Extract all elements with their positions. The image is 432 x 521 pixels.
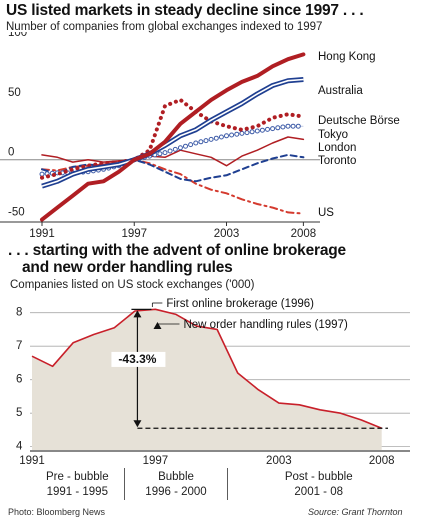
- chart2-subtitle: Companies listed on US stock exchanges (…: [10, 279, 255, 291]
- series-label-deutsche-b-rse: Deutsche Börse: [318, 115, 400, 127]
- series-label-toronto: Toronto: [318, 155, 356, 167]
- tokyo-marker: [295, 123, 301, 129]
- tokyo-marker: [259, 127, 265, 133]
- chart2-title-line2: and new order handling rules: [22, 259, 233, 276]
- tokyo-marker: [157, 151, 163, 157]
- y-tick-label: 50: [8, 87, 21, 99]
- y-tick-label: 5: [16, 407, 22, 419]
- decline-label-box: [111, 351, 166, 367]
- series-toronto-line: [41, 153, 305, 183]
- x-tick-label: 2008: [291, 228, 317, 240]
- tokyo-marker: [183, 143, 188, 149]
- tokyo-marker: [218, 134, 224, 140]
- chart2-area-chart: 8 7 6 5 4 -43.3% First online brokerage (1996)…: [16, 298, 410, 500]
- x-tick-label: 1991: [19, 455, 45, 467]
- x-tick-label: 1991: [29, 228, 55, 240]
- series-deutsche-b-rse-line: [40, 97, 306, 180]
- y-tick-label: 7: [16, 340, 22, 352]
- series-label-australia: Australia: [318, 85, 363, 97]
- y-tick-label: -50: [8, 207, 25, 219]
- tokyo-marker: [208, 136, 214, 142]
- tokyo-marker: [265, 126, 270, 132]
- x-tick-label: 2008: [369, 455, 395, 467]
- photo-credit: Photo: Bloomberg News: [8, 507, 106, 517]
- area-line: [31, 308, 382, 429]
- tokyo-marker: [203, 138, 209, 144]
- tokyo-marker: [254, 128, 260, 134]
- y-tick-label: 8: [16, 307, 22, 319]
- x-tick-label: 2003: [214, 228, 240, 240]
- tokyo-marker: [167, 148, 173, 154]
- decline-arrowhead-up: [133, 310, 142, 318]
- tokyo-marker: [249, 129, 255, 135]
- chart2-title-line1: . . . starting with the advent of online…: [8, 242, 346, 259]
- tokyo-marker: [285, 123, 291, 129]
- tokyo-marker: [188, 142, 194, 148]
- callout-first-online: First online brokerage (1996): [166, 298, 314, 310]
- y-tick-label: 4: [16, 441, 23, 453]
- x-tick-label: 2003: [266, 455, 292, 467]
- series-label-tokyo: Tokyo: [318, 129, 348, 141]
- decline-label: -43.3%: [118, 352, 156, 366]
- era-label-3-name: Post - bubble: [285, 471, 353, 483]
- series-australia-line-inner: [41, 78, 304, 187]
- tokyo-marker: [290, 123, 296, 129]
- series-hong-kong-line: [40, 52, 306, 222]
- tokyo-marker: [224, 133, 229, 139]
- tokyo-marker: [234, 131, 240, 137]
- tokyo-marker: [162, 150, 168, 156]
- chart1-subtitle: Number of companies from global exchange…: [6, 21, 323, 33]
- era-label-1-years: 1991 - 1995: [47, 486, 108, 498]
- tokyo-marker: [177, 145, 183, 151]
- era-label-1-name: Pre - bubble: [46, 471, 109, 483]
- era-label-2-name: Bubble: [158, 471, 194, 483]
- tokyo-marker: [280, 124, 286, 130]
- tokyo-marker: [193, 140, 199, 146]
- tokyo-marker: [198, 139, 204, 145]
- series-label-london: London: [318, 142, 356, 154]
- x-tick-label: 1997: [143, 455, 169, 467]
- y-tick-label: 100: [8, 32, 27, 39]
- series-tokyo-markers: [39, 123, 301, 177]
- callout-new-order-arrow: [153, 322, 162, 329]
- era-label-2-years: 1996 - 2000: [145, 486, 206, 498]
- area-fill: [32, 309, 382, 450]
- chart1-title: US listed markets in steady decline sinc…: [6, 2, 364, 19]
- callout-new-order: New order handling rules (1997): [183, 319, 347, 331]
- tokyo-marker: [244, 130, 250, 136]
- tokyo-marker: [239, 130, 245, 136]
- decline-arrowhead-down: [133, 420, 142, 428]
- tokyo-marker: [275, 125, 281, 131]
- era-label-3-years: 2001 - 08: [294, 486, 343, 498]
- tokyo-marker: [213, 135, 219, 141]
- series-label-us: US: [318, 207, 334, 219]
- series-london-line: [41, 136, 305, 167]
- y-tick-label: 6: [16, 374, 22, 386]
- tokyo-marker: [229, 132, 235, 138]
- series-label-hong-kong: Hong Kong: [318, 51, 376, 63]
- source-credit: Source: Grant Thornton: [308, 507, 403, 517]
- tokyo-marker: [172, 146, 178, 152]
- y-tick-label: 0: [8, 147, 14, 159]
- tokyo-marker: [39, 171, 45, 177]
- tokyo-marker: [270, 126, 276, 132]
- x-tick-label: 1997: [121, 228, 147, 240]
